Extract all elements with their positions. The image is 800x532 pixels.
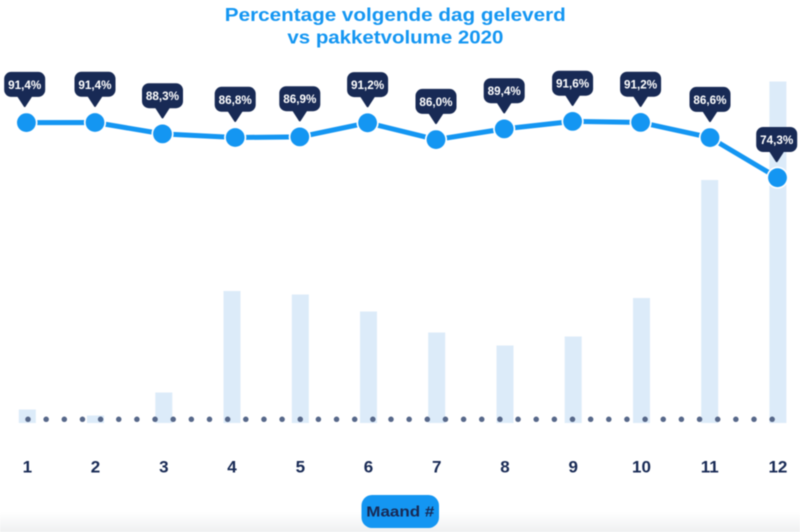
svg-text:10: 10 <box>632 458 651 477</box>
svg-text:1: 1 <box>23 458 32 477</box>
svg-text:91,2%: 91,2% <box>624 79 658 92</box>
svg-text:12: 12 <box>768 458 787 477</box>
svg-text:86,8%: 86,8% <box>219 94 253 107</box>
svg-text:88,3%: 88,3% <box>146 90 180 103</box>
svg-text:91,4%: 91,4% <box>78 79 112 92</box>
svg-text:86,6%: 86,6% <box>693 94 727 107</box>
svg-text:8: 8 <box>500 458 509 477</box>
svg-text:vs pakketvolume 2020: vs pakketvolume 2020 <box>287 27 503 48</box>
svg-text:7: 7 <box>432 458 441 477</box>
svg-text:11: 11 <box>701 458 719 477</box>
svg-text:6: 6 <box>364 458 373 477</box>
svg-text:91,6%: 91,6% <box>556 78 590 91</box>
svg-text:3: 3 <box>159 458 168 477</box>
svg-text:2: 2 <box>91 458 100 477</box>
svg-text:5: 5 <box>296 458 305 477</box>
svg-text:91,2%: 91,2% <box>351 79 385 92</box>
svg-text:Maand #: Maand # <box>366 504 435 521</box>
svg-text:9: 9 <box>568 458 577 477</box>
svg-text:89,4%: 89,4% <box>488 85 522 98</box>
svg-text:86,9%: 86,9% <box>283 93 317 106</box>
svg-text:86,0%: 86,0% <box>419 96 453 109</box>
svg-text:91,4%: 91,4% <box>8 79 42 92</box>
svg-text:4: 4 <box>227 458 237 477</box>
svg-text:74,3%: 74,3% <box>760 134 794 147</box>
svg-text:Percentage volgende dag geleve: Percentage volgende dag geleverd <box>225 4 566 25</box>
